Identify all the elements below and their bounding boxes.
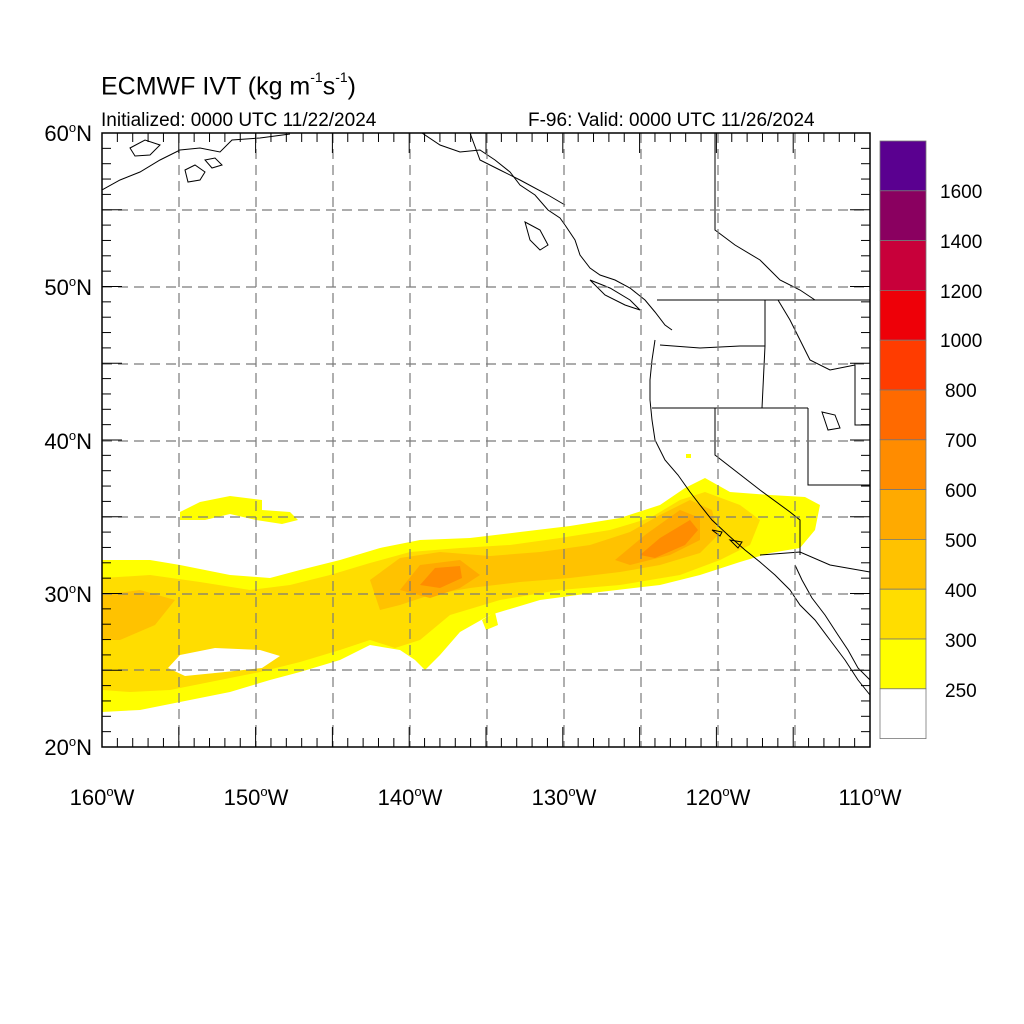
colorbar-box [879,190,927,242]
ivt-600-core-east [640,520,698,558]
colorbar-box [879,339,927,391]
colorbar-box [879,289,927,341]
colorbar [879,140,927,739]
colorbar-box [879,489,927,540]
ivt-gap [168,648,280,676]
colorbar-box [879,240,927,291]
us-west-coast [649,339,870,696]
lon-label-130: 130oW [532,784,597,810]
lon-label-140: 140oW [378,784,443,810]
colorbar-label-1400: 1400 [940,232,982,253]
baja-east-coast [794,564,870,681]
alaska-bc-border [469,133,566,206]
ca-nv-border [714,408,801,555]
ivt-600-core [420,566,462,588]
colorbar-box [879,588,927,640]
colorbar-label-700: 700 [945,431,977,452]
lat-label-50: 50oN [44,274,92,300]
colorbar-label-1000: 1000 [940,331,982,352]
lat-label-60: 60oN [44,120,92,146]
bc-coast [564,224,673,331]
bc-alberta-border [714,133,816,301]
lat-label-20: 20oN [44,734,92,760]
colorbar-box [879,539,927,590]
ivt-250-dot [686,454,691,458]
ivt-400-band [102,590,175,640]
colorbar-box [879,638,927,690]
colorbar-label-800: 800 [945,381,977,402]
nevada-border [807,408,870,486]
wa-or-border [659,344,765,349]
lat-label-30: 30oN [44,581,92,607]
alaska-coast [102,133,566,226]
lon-labels: 160oW 150oW 140oW 130oW 120oW 110oW [70,784,902,810]
valid-time: F-96: Valid: 0000 UTC 11/26/2024 [528,110,815,131]
colorbar-label-500: 500 [945,531,977,552]
alaska-islands [129,139,223,183]
colorbar-label-1600: 1600 [940,182,982,203]
colorbar-box [879,439,927,490]
colorbar-label-250: 250 [945,681,977,702]
ivt-250-bit [482,612,498,630]
colorbar-box [879,688,927,739]
ivt-500-core-east [615,510,700,565]
lon-label-110: 110oW [838,784,901,810]
colorbar-label-600: 600 [945,481,977,502]
map-title: ECMWF IVT (kg m-1s-1) [101,69,356,101]
ca-islands [711,529,743,549]
colorbar-label-300: 300 [945,631,977,652]
tick-marks [101,132,871,748]
lat-label-40: 40oN [44,428,92,454]
lon-label-120: 120oW [686,784,751,810]
colorbar-box [879,389,927,441]
great-salt-lake [821,411,841,431]
coastlines [102,133,870,696]
idaho-border [761,299,870,426]
colorbar-label-1200: 1200 [940,282,982,303]
lon-label-160: 160oW [70,784,135,810]
initialized-time: Initialized: 0000 UTC 11/22/2024 [101,110,377,131]
lon-label-150: 150oW [224,784,289,810]
gridlines [102,133,870,747]
lat-labels: 60oN 50oN 40oN 30oN 20oN [44,120,92,760]
colorbar-labels: 1600 1400 1200 1000 800 700 600 500 400 … [940,182,982,702]
bc-islands [524,221,641,311]
mexico-border [759,551,870,573]
colorbar-label-400: 400 [945,581,977,602]
political-borders [469,133,870,573]
colorbar-box [879,140,927,192]
